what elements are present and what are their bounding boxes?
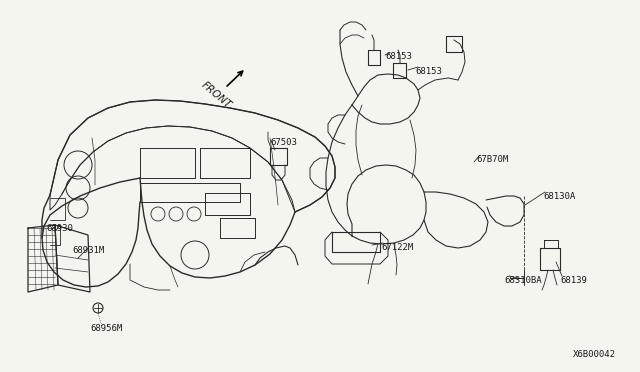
Text: 68153: 68153 — [385, 52, 412, 61]
Text: 68130A: 68130A — [543, 192, 575, 201]
Text: 67B70M: 67B70M — [476, 155, 508, 164]
Text: 68930: 68930 — [46, 224, 73, 233]
Text: 67122M: 67122M — [381, 243, 413, 252]
Text: X6B00042: X6B00042 — [573, 350, 616, 359]
Text: 67503: 67503 — [270, 138, 297, 147]
Text: FRONT: FRONT — [199, 80, 233, 110]
Text: 68956M: 68956M — [90, 324, 122, 333]
Text: 68153: 68153 — [415, 67, 442, 76]
Text: 68931M: 68931M — [72, 246, 104, 255]
Text: 68310BA: 68310BA — [504, 276, 541, 285]
Text: 68139: 68139 — [560, 276, 587, 285]
